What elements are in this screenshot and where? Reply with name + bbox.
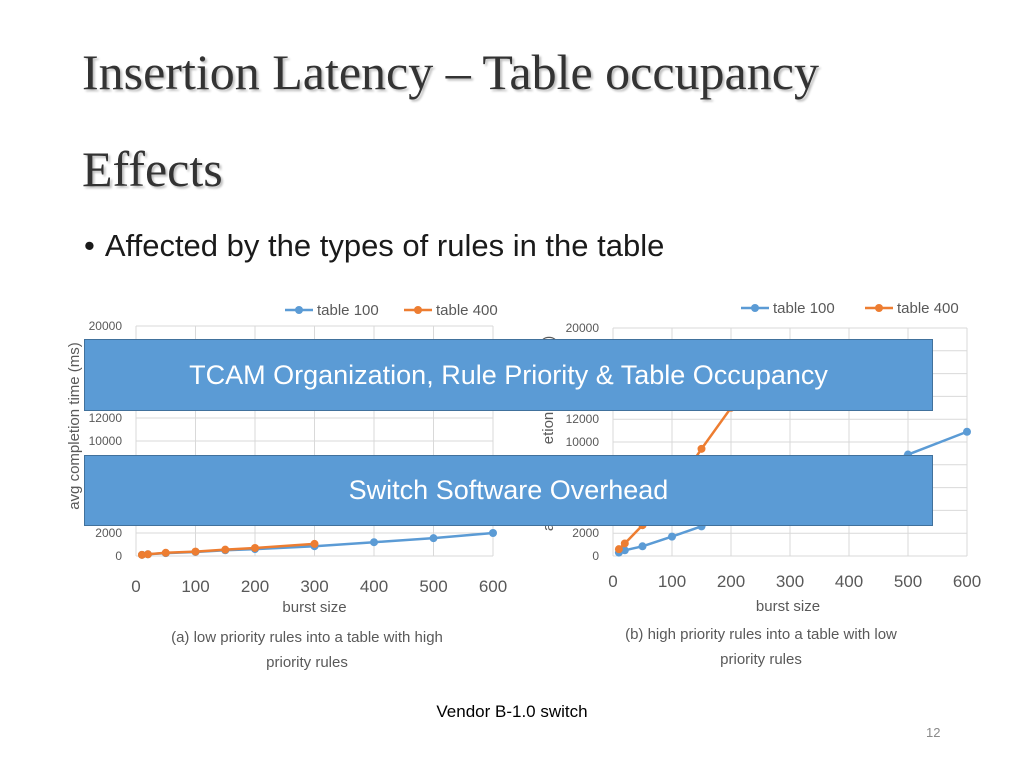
legend-swatch-marker <box>875 304 883 312</box>
y-tick-label: 12000 <box>89 411 123 425</box>
x-tick-label: 400 <box>835 572 863 591</box>
x-tick-label: 500 <box>419 577 447 596</box>
chart-caption-line-2: priority rules <box>266 654 348 671</box>
chart-caption-line-2: priority rules <box>720 651 802 668</box>
title-line-2: Effects <box>82 141 223 197</box>
legend-label: table 400 <box>436 302 498 319</box>
x-tick-label: 500 <box>894 572 922 591</box>
slide-title: Insertion Latency – Table occupancy Effe… <box>82 24 982 218</box>
y-tick-label: 20000 <box>89 319 123 333</box>
x-tick-label: 300 <box>300 577 328 596</box>
chart-caption-line-1: (a) low priority rules into a table with… <box>171 629 443 646</box>
y-axis-title: avg completion time (ms) <box>66 342 83 510</box>
x-tick-label: 0 <box>131 577 140 596</box>
data-point <box>161 548 170 557</box>
x-axis-title: burst size <box>282 599 346 616</box>
x-tick-label: 400 <box>360 577 388 596</box>
data-point <box>963 427 971 436</box>
legend-swatch-marker <box>414 306 422 314</box>
banner-tcam-text: TCAM Organization, Rule Priority & Table… <box>189 359 828 390</box>
data-point <box>310 539 319 548</box>
legend-swatch-marker <box>295 306 303 314</box>
x-axis-title: burst size <box>756 598 820 615</box>
banner-switch-text: Switch Software Overhead <box>348 475 669 505</box>
x-tick-label: 200 <box>717 572 745 591</box>
y-tick-label: 10000 <box>89 434 123 448</box>
data-point <box>697 444 706 453</box>
data-point <box>668 532 676 541</box>
page-number: 12 <box>926 725 941 740</box>
y-tick-label: 0 <box>592 549 599 563</box>
data-point <box>638 542 647 551</box>
banner-switch-software: Switch Software Overhead <box>84 455 933 526</box>
bullet-point: • Affected by the types of rules in the t… <box>84 228 664 264</box>
bullet-dot-icon: • <box>84 228 95 263</box>
legend-swatch-marker <box>751 304 759 312</box>
chart-caption-line-1: (b) high priority rules into a table wit… <box>625 626 897 643</box>
x-tick-label: 300 <box>776 572 804 591</box>
title-line-1: Insertion Latency – Table occupancy <box>82 44 819 100</box>
y-tick-label: 0 <box>115 549 122 563</box>
y-tick-label: 2000 <box>95 526 122 540</box>
data-point <box>221 545 230 554</box>
data-point <box>429 534 438 543</box>
data-point <box>251 543 259 552</box>
legend-label: table 100 <box>773 300 835 317</box>
data-point <box>370 538 378 547</box>
legend-label: table 100 <box>317 302 379 319</box>
y-tick-label: 20000 <box>566 321 600 335</box>
x-tick-label: 600 <box>953 572 981 591</box>
bullet-text: Affected by the types of rules in the ta… <box>104 228 665 263</box>
x-tick-label: 100 <box>181 577 209 596</box>
y-tick-label: 10000 <box>566 435 600 449</box>
data-point <box>620 539 629 548</box>
footer-text: Vendor B-1.0 switch <box>436 702 588 721</box>
data-point <box>191 547 200 556</box>
legend-label: table 400 <box>897 300 959 317</box>
data-point <box>614 545 623 554</box>
x-tick-label: 600 <box>479 577 507 596</box>
x-tick-label: 0 <box>608 572 617 591</box>
banner-tcam-organization: TCAM Organization, Rule Priority & Table… <box>84 339 933 411</box>
data-point <box>489 529 497 537</box>
y-tick-label: 2000 <box>572 526 599 540</box>
y-axis-title-fragment: a <box>540 522 557 531</box>
x-tick-label: 200 <box>241 577 269 596</box>
x-tick-label: 100 <box>658 572 686 591</box>
y-axis-title-fragment: etion <box>540 412 557 445</box>
y-tick-label: 12000 <box>566 412 600 426</box>
data-point <box>137 550 146 559</box>
data-point <box>143 550 152 559</box>
